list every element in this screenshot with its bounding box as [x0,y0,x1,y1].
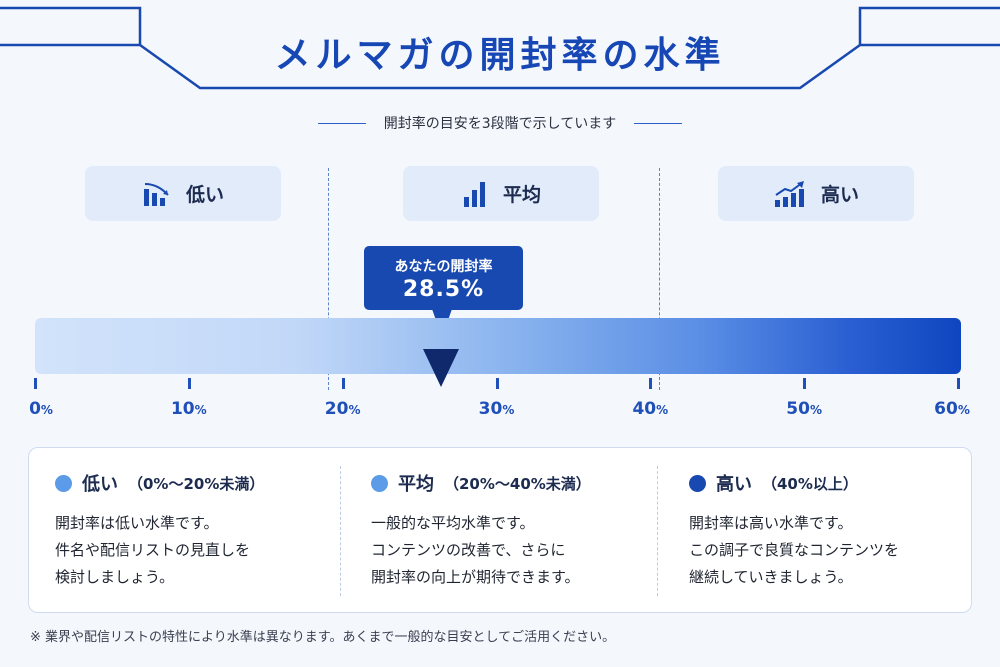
level-card-high-label: 高い [820,184,859,206]
description-average: 平均 （20%〜40%未満） 一般的な平均水準です。 コンテンツの改善で、さらに… [371,470,671,591]
level-card-low-label: 低い [185,184,224,206]
dot-average-icon [371,474,388,492]
title-banner: メルマガの開封率の水準 [0,0,1000,95]
description-high-name: 高い [716,474,752,495]
subtitle-line-right [634,122,683,124]
page-title: メルマガの開封率の水準 [274,35,726,76]
axis-tick [341,378,345,389]
level-card-high: 高い [718,166,914,221]
description-high-range: （40%以上） [762,474,858,493]
description-line: コンテンツの改善で、さらに [371,541,566,559]
description-low-name: 低い [82,474,118,495]
level-card-low: 低い [85,166,281,221]
description-average-range: （20%〜40%未満） [444,474,591,493]
axis-tick [34,378,37,389]
axis-tick-label: 0% [29,399,53,419]
description-line: 件名や配信リストの見直しを [55,541,251,559]
footnote: ※ 業界や配信リストの特性により水準は異なります。あくまで一般的な目安としてご活… [30,630,616,645]
description-average-name: 平均 [398,474,434,495]
level-description-box: 低い （0%〜20%未満） 開封率は低い水準です。 件名や配信リストの見直しを … [28,447,972,613]
dot-low-icon [55,474,72,492]
description-line: 開封率は高い水準です。 [689,514,853,532]
axis-tick-label: 60% [934,399,970,419]
axis-tick [495,378,499,389]
description-line: 開封率の向上が期待できます。 [371,568,580,586]
axis-tick-label: 50% [786,399,822,419]
rate-marker-icon [423,349,459,387]
description-low: 低い （0%〜20%未満） 開封率は低い水準です。 件名や配信リストの見直しを … [55,470,355,591]
description-divider [340,466,341,596]
level-card-average-label: 平均 [502,184,541,206]
title-banner-frame [0,6,1000,90]
threshold-line-20 [328,168,329,390]
description-line: 継続していきましょう。 [689,568,853,586]
description-line: 検討しましょう。 [55,568,175,586]
description-low-text: 開封率は低い水準です。 件名や配信リストの見直しを 検討しましょう。 [55,510,355,591]
description-low-range: （0%〜20%未満） [128,474,265,493]
description-line: 一般的な平均水準です。 [371,514,535,532]
subtitle-line-left [317,122,366,124]
axis-tick [803,378,807,389]
axis-tick [649,378,653,389]
threshold-line-40 [659,168,660,390]
axis-tick-label: 20% [324,399,361,419]
bar-chart-rising-icon [463,181,485,207]
axis-tick [957,378,960,389]
trending-up-chart-icon [774,180,804,207]
rate-gradient-bar [35,318,961,374]
axis-tick [187,378,191,389]
axis-tick-label: 30% [478,399,515,419]
subtitle-row: 開封率の目安を3段階で示しています [0,113,1000,133]
your-rate-label: あなたの開封率 [394,259,493,275]
dot-high-icon [689,474,706,492]
bar-chart-declining-icon [143,182,169,206]
subtitle: 開封率の目安を3段階で示しています [383,116,617,132]
description-average-text: 一般的な平均水準です。 コンテンツの改善で、さらに 開封率の向上が期待できます。 [371,510,671,591]
description-line: この調子で良質なコンテンツを [689,541,900,559]
level-card-average: 平均 [403,166,599,221]
axis-tick-label: 40% [632,399,669,419]
axis-tick-label: 10% [170,399,207,419]
description-line: 開封率は低い水準です。 [55,514,219,532]
your-rate-value: 28.5% [402,277,485,302]
description-high: 高い （40%以上） 開封率は高い水準です。 この調子で良質なコンテンツを 継続… [689,470,989,591]
description-divider [657,466,658,596]
your-rate-callout: あなたの開封率 28.5% [364,246,523,310]
description-high-text: 開封率は高い水準です。 この調子で良質なコンテンツを 継続していきましょう。 [689,510,989,591]
